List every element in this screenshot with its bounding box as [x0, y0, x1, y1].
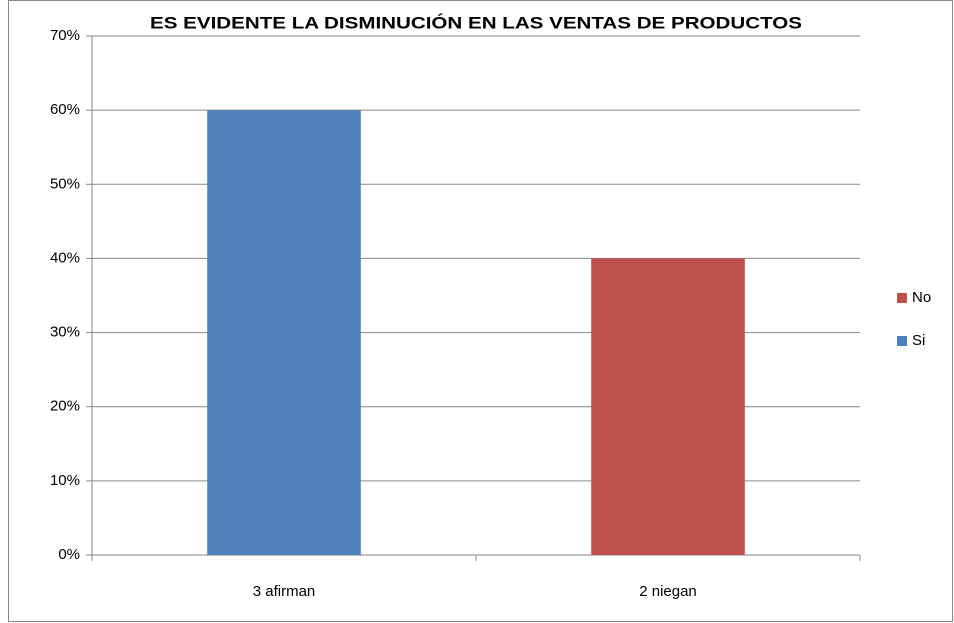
y-tick-label: 20% [50, 398, 80, 415]
bar [207, 110, 361, 556]
bar [591, 258, 745, 555]
y-tick-label: 30% [50, 324, 80, 341]
chart-title: ES EVIDENTE LA DISMINUCIÓN EN LAS VENTAS… [150, 13, 802, 32]
y-tick-label: 50% [50, 175, 80, 192]
y-tick-label: 70% [50, 27, 80, 44]
y-tick-label: 60% [50, 101, 80, 118]
x-tick-label: 3 afirman [253, 583, 316, 600]
chart-frame [8, 0, 953, 622]
y-tick-label: 10% [50, 472, 80, 489]
x-tick-label: 2 niegan [639, 583, 697, 600]
legend-swatch [897, 336, 907, 346]
legend-label: No [912, 289, 931, 306]
legend-label: Si [912, 332, 925, 349]
y-tick-label: 0% [58, 546, 80, 563]
legend-swatch [897, 293, 907, 303]
y-tick-label: 40% [50, 249, 80, 266]
